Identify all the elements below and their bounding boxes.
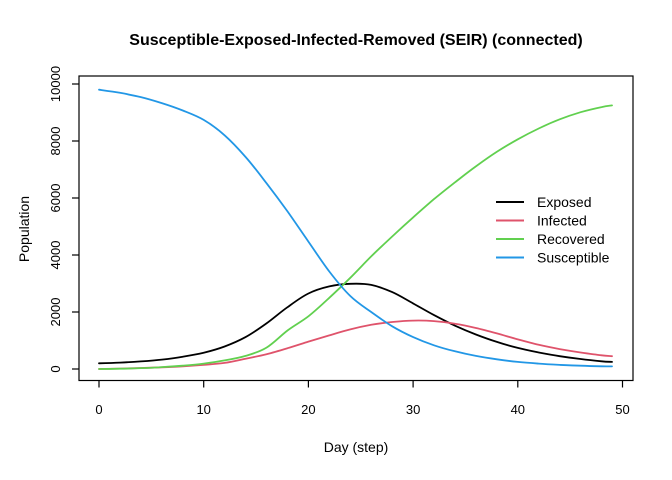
- x-axis-label: Day (step): [323, 439, 389, 455]
- series-line-recovered: [98, 104, 613, 370]
- series-line-susceptible: [98, 88, 613, 368]
- y-axis-label: Population: [16, 195, 32, 263]
- x-tick-label: 30: [406, 402, 420, 417]
- x-tick-label: 20: [301, 402, 315, 417]
- chart-title: Susceptible-Exposed-Infected-Removed (SE…: [129, 32, 583, 49]
- y-tick-label: 2000: [48, 298, 63, 327]
- y-tick-label: 0: [48, 365, 63, 372]
- y-tick-label: 10000: [48, 66, 63, 102]
- legend-label-susceptible: Susceptible: [537, 250, 610, 266]
- legend-label-exposed: Exposed: [537, 194, 591, 210]
- x-tick-label: 0: [95, 402, 102, 417]
- x-tick-label: 50: [615, 402, 629, 417]
- x-tick-label: 10: [196, 402, 210, 417]
- series-line-exposed: [98, 282, 613, 365]
- series-line-infected: [98, 319, 613, 370]
- y-tick-label: 4000: [48, 241, 63, 270]
- x-tick-label: 40: [511, 402, 525, 417]
- y-tick-label: 6000: [48, 184, 63, 213]
- legend-label-recovered: Recovered: [537, 231, 605, 247]
- y-tick-label: 8000: [48, 127, 63, 156]
- plot-box: [78, 75, 634, 382]
- legend-label-infected: Infected: [537, 213, 587, 229]
